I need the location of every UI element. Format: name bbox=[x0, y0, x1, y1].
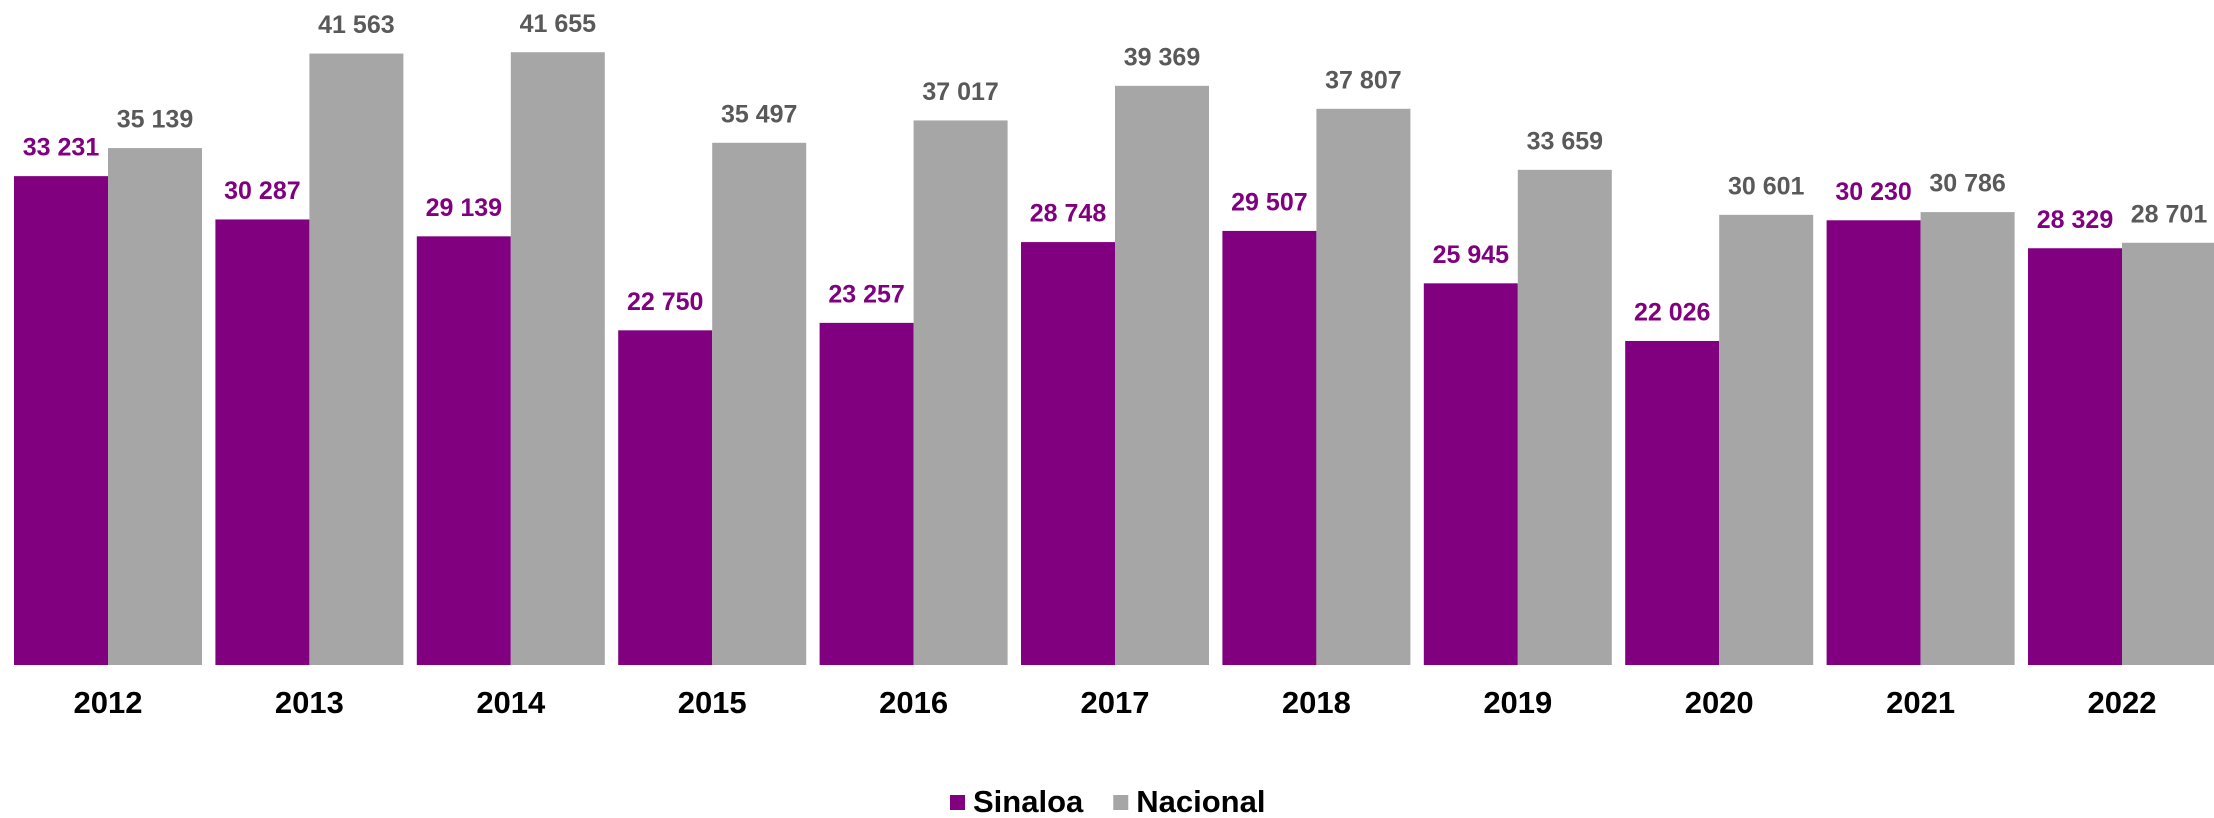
bar bbox=[309, 53, 404, 666]
x-tick-label: 2021 bbox=[1886, 685, 1955, 720]
legend-swatch bbox=[950, 795, 965, 810]
bar bbox=[1316, 108, 1411, 666]
value-label: 33 659 bbox=[1527, 127, 1603, 155]
bar bbox=[1826, 220, 1921, 665]
value-label: 35 139 bbox=[117, 106, 193, 134]
x-tick-label: 2013 bbox=[275, 685, 344, 720]
x-tick-label: 2019 bbox=[1483, 685, 1552, 720]
x-tick-label: 2014 bbox=[476, 685, 546, 720]
bar bbox=[1920, 212, 2015, 665]
value-label: 30 287 bbox=[224, 177, 300, 205]
value-label: 29 507 bbox=[1231, 189, 1307, 217]
bar bbox=[913, 120, 1008, 666]
value-label: 22 026 bbox=[1634, 299, 1710, 327]
value-label: 37 807 bbox=[1325, 66, 1401, 94]
value-label: 35 497 bbox=[721, 100, 797, 128]
x-tick-label: 2018 bbox=[1282, 685, 1351, 720]
value-label: 30 786 bbox=[1929, 170, 2005, 198]
x-tick-label: 2016 bbox=[879, 685, 948, 720]
value-label: 30 230 bbox=[1835, 178, 1911, 206]
bar bbox=[1719, 214, 1814, 665]
bar bbox=[819, 322, 914, 665]
x-tick-label: 2020 bbox=[1685, 685, 1754, 720]
legend-label: Sinaloa bbox=[973, 784, 1084, 818]
legend-swatch bbox=[1113, 795, 1129, 810]
value-label: 39 369 bbox=[1124, 43, 1200, 71]
bar bbox=[1115, 85, 1209, 666]
value-label: 22 750 bbox=[627, 288, 703, 316]
value-label: 33 231 bbox=[23, 134, 100, 162]
bar bbox=[215, 219, 310, 665]
bar bbox=[618, 330, 713, 665]
value-label: 23 257 bbox=[828, 280, 904, 308]
bar bbox=[510, 52, 605, 665]
value-label: 37 017 bbox=[922, 78, 998, 106]
bar bbox=[1423, 283, 1518, 665]
bar bbox=[712, 142, 807, 665]
bar bbox=[14, 176, 108, 665]
x-tick-label: 2015 bbox=[678, 685, 747, 720]
bar bbox=[108, 148, 202, 665]
value-label: 28 748 bbox=[1030, 200, 1107, 228]
bar bbox=[1625, 340, 1720, 665]
value-label: 41 563 bbox=[318, 11, 394, 39]
bar bbox=[1021, 242, 1115, 666]
bar bbox=[2028, 248, 2122, 665]
bar bbox=[1222, 230, 1317, 665]
legend-label: Nacional bbox=[1136, 784, 1265, 818]
value-label: 41 655 bbox=[520, 10, 597, 38]
x-tick-label: 2017 bbox=[1081, 685, 1150, 720]
value-label: 25 945 bbox=[1433, 241, 1510, 269]
value-label: 30 601 bbox=[1728, 172, 1805, 200]
x-tick-label: 2012 bbox=[74, 685, 143, 720]
value-label: 28 701 bbox=[2131, 200, 2208, 228]
value-label: 28 329 bbox=[2037, 206, 2113, 234]
bar bbox=[416, 236, 511, 665]
x-tick-label: 2022 bbox=[2088, 685, 2157, 720]
bar bbox=[2122, 242, 2214, 665]
bar bbox=[1517, 169, 1612, 665]
value-label: 29 139 bbox=[426, 194, 502, 222]
